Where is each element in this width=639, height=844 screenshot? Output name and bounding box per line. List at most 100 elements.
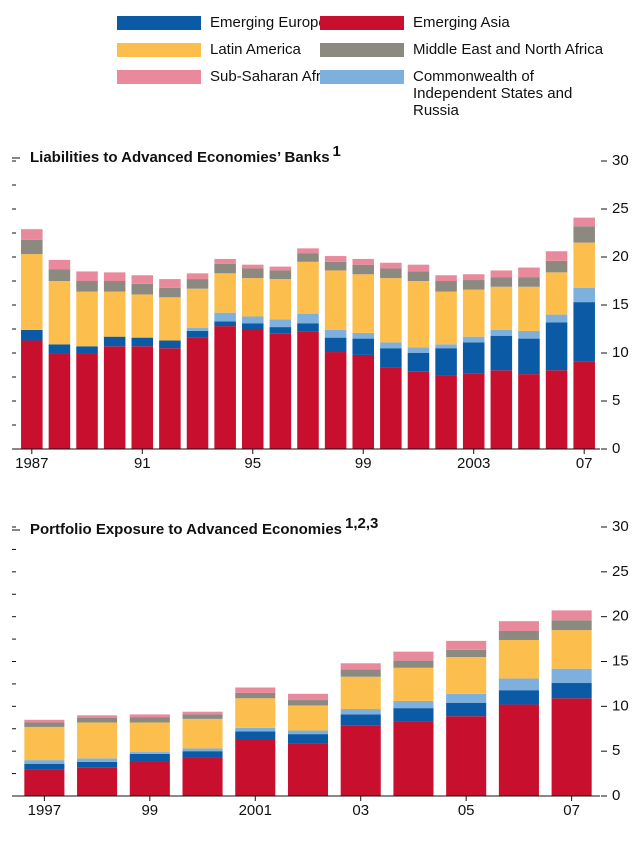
legend-swatch <box>320 43 404 57</box>
bar-segment <box>269 319 292 328</box>
bar-segment <box>490 286 513 330</box>
bar-segment <box>186 288 209 329</box>
bar-segment <box>518 286 540 331</box>
bar-segment <box>446 649 487 658</box>
bar-segment <box>297 331 319 449</box>
bar-segment <box>462 342 485 374</box>
y-tick-label: 25 <box>612 200 629 217</box>
bar-segment <box>324 329 347 338</box>
y-tick-label: 20 <box>612 608 629 625</box>
legend-label: Latin America <box>210 41 301 58</box>
bar-segment <box>21 329 43 341</box>
bar-segment <box>324 337 347 353</box>
bar-segment <box>241 329 264 449</box>
x-tick-label: 1987 <box>15 455 48 472</box>
bar-segment <box>269 266 292 271</box>
bar-segment <box>182 711 223 715</box>
bar-segment <box>48 259 71 270</box>
bar-segment <box>352 264 375 275</box>
bar-segment <box>77 761 118 768</box>
bar-segment <box>103 291 126 337</box>
bar-segment <box>340 709 381 715</box>
bar-segment <box>352 258 375 265</box>
bar-segment <box>214 263 236 274</box>
bar-segment <box>545 314 568 323</box>
bar-segment <box>186 330 209 338</box>
bar-segment <box>551 610 592 621</box>
bar-segment <box>435 281 457 292</box>
bar-segment <box>551 630 592 669</box>
bar-segment <box>446 657 487 694</box>
bar-segment <box>446 716 487 796</box>
bar-segment <box>297 261 319 314</box>
bar-segment <box>462 373 485 449</box>
bar-segment <box>498 621 539 632</box>
bar-segment <box>407 371 430 449</box>
bar-segment <box>352 338 375 355</box>
legend-label: Emerging Asia <box>413 14 510 31</box>
bar-segment <box>340 663 381 670</box>
bar-segment <box>129 761 170 796</box>
chart-title: Portfolio Exposure to Advanced Economies <box>30 521 342 538</box>
legend-swatch <box>320 16 404 30</box>
bar-segment <box>186 279 209 289</box>
bar-segment <box>518 338 540 375</box>
bar-segment <box>182 751 223 758</box>
bar-segment <box>435 375 457 449</box>
bar-segment <box>131 337 154 347</box>
bar-segment <box>573 361 595 449</box>
bar-segment <box>76 353 98 449</box>
x-tick-label: 95 <box>244 455 261 472</box>
bar-segment <box>129 722 170 753</box>
legend-swatch <box>320 70 404 84</box>
bar-segment <box>518 330 540 339</box>
bar-segment <box>462 274 485 281</box>
y-tick-label: 0 <box>612 787 620 804</box>
bar-segment <box>573 242 595 288</box>
bar-segment <box>324 352 347 449</box>
legend-swatch <box>117 70 201 84</box>
bar-segment <box>324 261 347 271</box>
bar-segment <box>214 312 236 322</box>
bar-segment <box>241 264 264 269</box>
bar-segment <box>490 329 513 336</box>
bar-segment <box>297 323 319 332</box>
bar-segment <box>269 333 292 449</box>
bar-segment <box>340 725 381 796</box>
bar-segment <box>407 347 430 353</box>
bar-segment <box>573 226 595 243</box>
bar-segment <box>103 336 126 347</box>
bar-segment <box>490 270 513 278</box>
y-tick-label: 30 <box>612 152 629 169</box>
bar-segment <box>340 669 381 677</box>
bar-segment <box>77 767 118 796</box>
bar-segment <box>77 715 118 718</box>
x-tick-label: 91 <box>134 455 151 472</box>
bar-segment <box>498 639 539 679</box>
bar-segment <box>129 752 170 754</box>
bar-segment <box>241 316 264 324</box>
x-tick-label: 07 <box>576 455 593 472</box>
bar-segment <box>24 763 65 770</box>
bar-segment <box>48 269 71 281</box>
bar-segment <box>324 270 347 330</box>
bar-segment <box>159 348 181 449</box>
bar-segment <box>490 277 513 287</box>
bar-segment <box>287 700 329 706</box>
bar-segment <box>518 267 540 278</box>
bar-segment <box>287 693 329 701</box>
bar-segment <box>490 370 513 449</box>
bar-segment <box>380 268 402 279</box>
bar-segment <box>186 273 209 280</box>
bar-segment <box>159 287 181 298</box>
bar-segment <box>545 370 568 449</box>
bar-segment <box>380 278 402 343</box>
bar-segment <box>380 342 402 349</box>
bar-segment <box>573 302 595 362</box>
y-tick-label: 0 <box>612 440 620 457</box>
bar-segment <box>407 281 430 348</box>
legend-label: Middle East and North Africa <box>413 41 604 58</box>
bar-segment <box>518 277 540 287</box>
bar-segment <box>340 676 381 710</box>
